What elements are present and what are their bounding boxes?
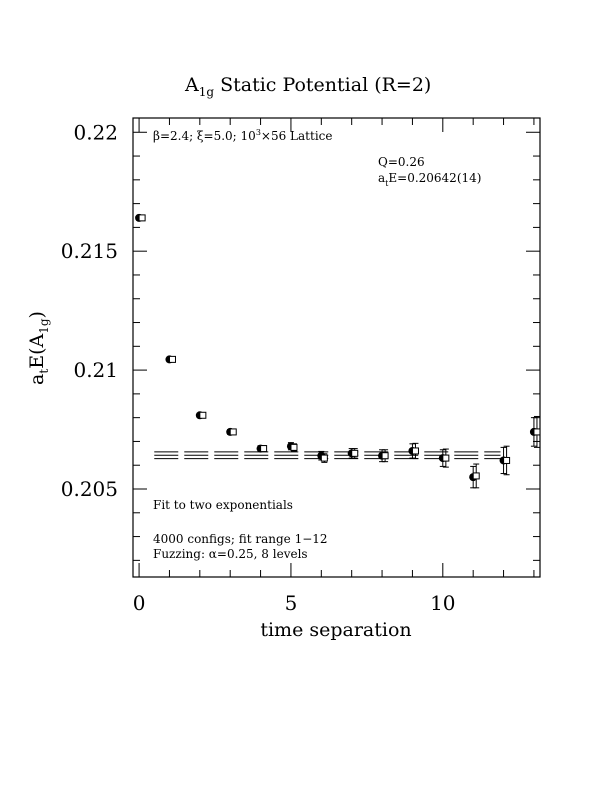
- data-point-square: [168, 355, 176, 363]
- x-tick-label: 5: [285, 591, 298, 615]
- x-tick-label: 0: [133, 591, 146, 615]
- data-point-square: [290, 443, 298, 451]
- annotations: β=2.4; ξ=5.0; 103×56 Lattice Q=0.26 atE=…: [153, 128, 481, 561]
- x-axis-label: time separation: [260, 619, 411, 641]
- tick-labels: 0 5 10 0.205 0.21 0.215 0.22: [61, 120, 456, 615]
- data-point-square: [411, 447, 419, 455]
- configs-annotation: 4000 configs; fit range 1−12: [153, 532, 328, 546]
- data-point-square: [503, 456, 511, 464]
- data-point-square: [381, 452, 389, 460]
- y-tick-label: 0.215: [61, 239, 118, 263]
- title-rest: Static Potential (R=2): [214, 74, 431, 96]
- y-axis-label: atE(A1g): [26, 311, 51, 385]
- data-point-square: [229, 428, 237, 436]
- x-tick-label: 10: [430, 591, 455, 615]
- y-tick-label: 0.21: [73, 358, 118, 382]
- data-point-square: [472, 472, 480, 480]
- energy-annotation: atE=0.20642(14): [378, 171, 481, 188]
- plot-frame: [132, 117, 541, 578]
- fit-annotation: Fit to two exponentials: [153, 498, 293, 512]
- lattice-annotation: β=2.4; ξ=5.0; 103×56 Lattice: [153, 128, 332, 143]
- chart-title: A1g Static Potential (R=2): [184, 74, 431, 99]
- title-main: A: [184, 74, 199, 96]
- axis-ticks: [133, 118, 540, 577]
- fuzzing-annotation: Fuzzing: α=0.25, 8 levels: [153, 547, 308, 561]
- y-tick-label: 0.205: [61, 477, 118, 501]
- title-subscript: 1g: [199, 85, 215, 99]
- data-point-square: [320, 454, 328, 462]
- data-point-square: [138, 214, 146, 222]
- q-annotation: Q=0.26: [378, 155, 425, 169]
- data-points: [135, 213, 541, 489]
- svg-text:A1g Static Potential (R=2): A1g Static Potential (R=2): [184, 74, 431, 99]
- y-tick-label: 0.22: [73, 120, 118, 144]
- data-point-square: [351, 449, 359, 457]
- data-point-square: [533, 428, 541, 436]
- data-point-square: [442, 454, 450, 462]
- data-point-square: [199, 411, 207, 419]
- data-point-square: [260, 445, 268, 453]
